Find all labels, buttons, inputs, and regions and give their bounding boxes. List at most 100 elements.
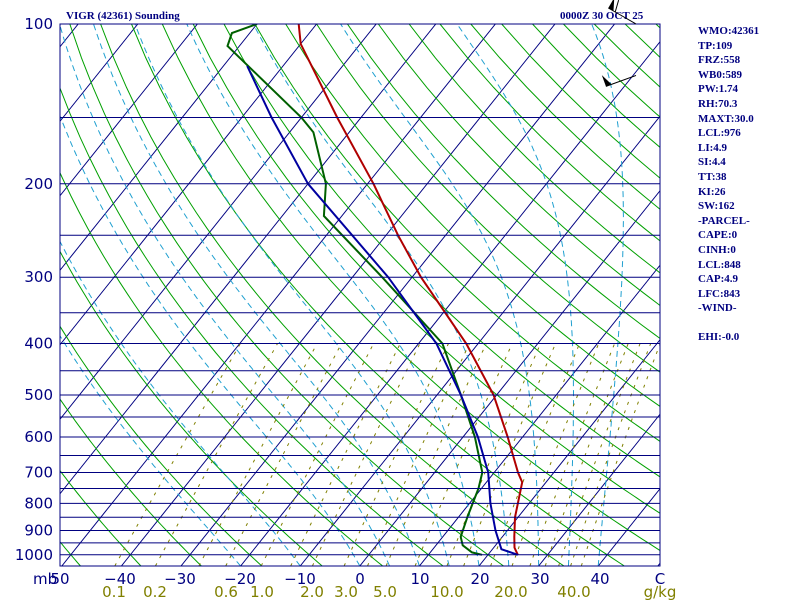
pressure-tick-label: 100 (24, 15, 53, 33)
chart-title: VIGR (42361) Sounding (66, 10, 180, 22)
pressure-tick-label: 700 (24, 464, 53, 482)
parcel-path-curve (246, 65, 519, 556)
isotherm-line (60, 24, 377, 421)
mixing-ratio-label: 0.2 (143, 583, 167, 600)
moist-adiabat-line (186, 24, 480, 566)
mixing-ratio-label: g/kg (644, 583, 677, 600)
isotherm-line (61, 24, 496, 566)
moist-adiabat-line (252, 24, 510, 566)
dry-adiabat-line (563, 24, 660, 118)
stability-index-item: CAP:4.9 (698, 273, 739, 286)
temperature-tick-label: −10 (284, 570, 316, 588)
dry-adiabat-line (60, 541, 81, 566)
mixing-ratio-line (311, 343, 421, 566)
mixing-ratio-line (580, 343, 660, 566)
isotherm-line (60, 24, 437, 495)
mixing-ratio-line (490, 343, 581, 566)
temperature-tick-label: 50 (50, 570, 69, 588)
dry-adiabat-line (60, 325, 263, 566)
dry-adiabat-line (161, 24, 660, 552)
dry-adiabat-line (408, 24, 660, 274)
dry-adiabat-line (60, 86, 444, 566)
mixing-ratio-line (225, 343, 342, 566)
stability-index-item: SI:4.4 (698, 156, 726, 169)
isotherm-line (359, 189, 660, 566)
wind-barb-feather (614, 0, 620, 13)
dry-adiabat-line (0, 24, 20, 566)
mixing-ratio-label: 10.0 (430, 583, 463, 600)
temperature-tick-label: 30 (530, 570, 549, 588)
mixing-ratio-label: 3.0 (334, 583, 358, 600)
temperature-tick-label: −20 (224, 570, 256, 588)
pressure-tick-label: 900 (24, 521, 53, 539)
wind-barb (601, 74, 637, 87)
wind-barb-flag (608, 0, 615, 11)
mixing-ratio-line (114, 343, 241, 566)
isotherm-line (0, 24, 19, 566)
moist-adiabat-line (456, 24, 574, 566)
mixing-ratio-line (154, 343, 278, 566)
wind-barb (608, 0, 637, 25)
mixing-ratio-line (463, 343, 557, 566)
stability-index-item: LCL:976 (698, 127, 741, 140)
wind-barb-staff (608, 7, 637, 25)
mixing-ratio-label: 0.6 (214, 583, 238, 600)
pressure-tick-label: 300 (24, 268, 53, 286)
temperature-tick-label: −30 (164, 570, 196, 588)
pressure-tick-label: 600 (24, 428, 53, 446)
stability-index-item: WB0:589 (698, 68, 742, 81)
mixing-ratio-line (260, 343, 375, 566)
dry-adiabat-line (285, 24, 660, 408)
dry-adiabat-line (377, 24, 660, 307)
stability-index-item: MAXT:30.0 (698, 112, 754, 125)
stability-index-item: TP:109 (698, 39, 733, 52)
stability-index-item: TT:38 (698, 170, 727, 183)
pressure-tick-label: 800 (24, 494, 53, 512)
moist-adiabat-line (591, 24, 624, 566)
stability-index-item: PW:1.74 (698, 83, 739, 96)
moist-adiabat-line (340, 24, 540, 566)
isotherm-line (240, 40, 660, 566)
isotherm-line (60, 24, 139, 123)
dry-adiabat-line (60, 398, 202, 566)
stability-index-item: FRZ:558 (698, 54, 741, 67)
mixing-ratio-label: 2.0 (300, 583, 324, 600)
dry-adiabat-line (316, 24, 660, 373)
sounding-time: 0000Z 30 OCT 25 (560, 10, 644, 22)
stability-index-item: RH:70.3 (698, 97, 738, 110)
dry-adiabat-line (223, 24, 660, 478)
pressure-tick-label: 200 (24, 175, 53, 193)
stability-index-item: CINH:0 (698, 243, 736, 256)
mixing-ratio-line (198, 343, 318, 566)
stability-index-item: LI:4.9 (698, 141, 728, 154)
isotherm-line (60, 24, 258, 272)
mixing-ratio-label: 0.1 (102, 583, 126, 600)
mixing-ratio-line (343, 343, 449, 566)
mixing-ratio-label: 5.0 (373, 583, 397, 600)
mixing-ratio-line (446, 343, 542, 566)
dry-adiabat-line (60, 469, 142, 566)
stability-index-panel: WMO:42361 TP:109 FRZ:558 WB0:589 PW:1.74 RH:7… (698, 24, 759, 345)
dry-adiabat-line (100, 24, 565, 566)
mixing-ratio-label: 1.0 (250, 583, 274, 600)
temperature-tick-label: 40 (590, 570, 609, 588)
temperature-tick-label: 0 (355, 570, 365, 588)
isotherm-line (478, 338, 660, 566)
stability-index-item: -WIND- (698, 302, 737, 315)
pressure-tick-label: 1000 (15, 546, 53, 564)
stability-index-item: LFC:843 (698, 287, 741, 300)
mixing-ratio-line (290, 343, 401, 566)
mixing-ratio-label: 20.0 (494, 583, 527, 600)
temperature-tick-label: 10 (410, 570, 429, 588)
isotherm-line (121, 24, 556, 566)
stability-index-item: LCL:848 (698, 258, 741, 271)
mixing-ratio-line (511, 343, 600, 566)
stability-index-item: EHI:-0.0 (698, 331, 740, 344)
moist-adiabat-line (60, 335, 241, 566)
dry-adiabat-line (532, 24, 660, 148)
moist-adiabat-line (60, 24, 391, 566)
mixing-ratio-label: 40.0 (557, 583, 590, 600)
dry-adiabat-line (192, 24, 660, 514)
mixing-ratio-line (558, 343, 641, 566)
